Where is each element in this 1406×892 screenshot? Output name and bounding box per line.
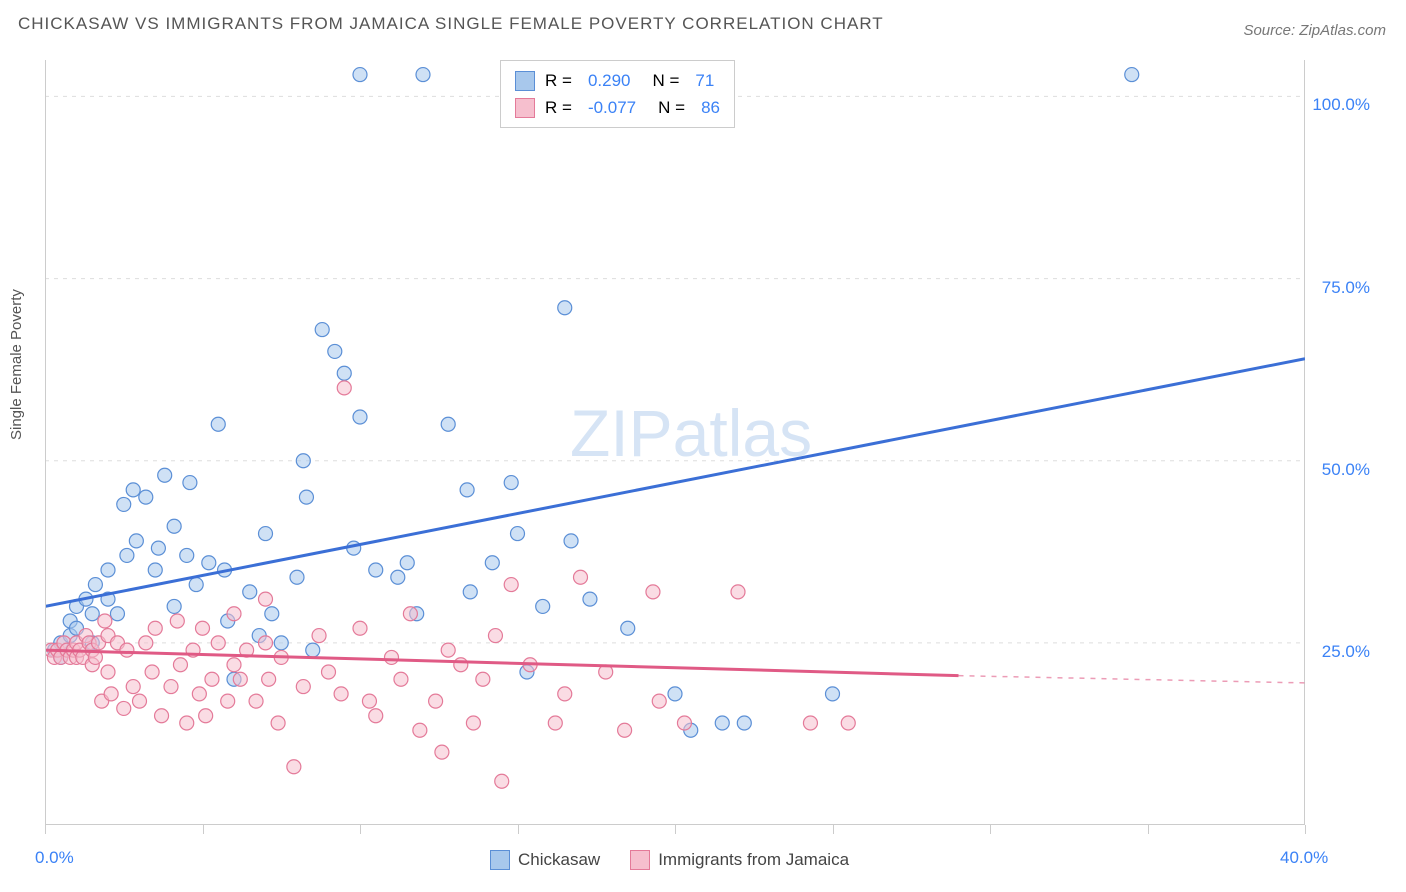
x-tick [45,825,46,834]
x-tick [1148,825,1149,834]
r-value: -0.077 [588,94,636,121]
x-tick [675,825,676,834]
legend-label: Immigrants from Jamaica [658,850,849,870]
n-value: 71 [695,67,714,94]
x-tick [203,825,204,834]
source-credit: Source: ZipAtlas.com [1243,22,1386,39]
legend-item: Chickasaw [490,850,600,870]
r-value: 0.290 [588,67,631,94]
x-tick [833,825,834,834]
x-tick [360,825,361,834]
correlation-stats-box: R = 0.290 N = 71 R = -0.077 N = 86 [500,60,735,128]
bottom-legend: Chickasaw Immigrants from Jamaica [490,850,849,870]
series-swatch [515,71,535,91]
series-swatch [630,850,650,870]
n-value: 86 [701,94,720,121]
y-tick-label: 50.0% [1322,460,1370,480]
x-tick-label: 40.0% [1280,848,1328,868]
legend-item: Immigrants from Jamaica [630,850,849,870]
r-label: R = [545,94,572,121]
chart-axes [45,60,1305,825]
y-tick-label: 75.0% [1322,278,1370,298]
series-swatch [490,850,510,870]
y-tick-label: 100.0% [1312,95,1370,115]
y-tick-label: 25.0% [1322,642,1370,662]
stats-row: R = -0.077 N = 86 [515,94,720,121]
x-tick [518,825,519,834]
x-tick [990,825,991,834]
x-tick [1305,825,1306,834]
legend-label: Chickasaw [518,850,600,870]
n-label: N = [652,67,679,94]
y-axis-label: Single Female Poverty [8,289,25,440]
r-label: R = [545,67,572,94]
x-tick-label: 0.0% [35,848,74,868]
n-label: N = [658,94,685,121]
chart-title: CHICKASAW VS IMMIGRANTS FROM JAMAICA SIN… [18,14,884,34]
series-swatch [515,98,535,118]
stats-row: R = 0.290 N = 71 [515,67,720,94]
